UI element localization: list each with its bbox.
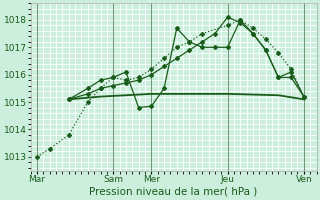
X-axis label: Pression niveau de la mer( hPa ): Pression niveau de la mer( hPa ) xyxy=(90,187,258,197)
